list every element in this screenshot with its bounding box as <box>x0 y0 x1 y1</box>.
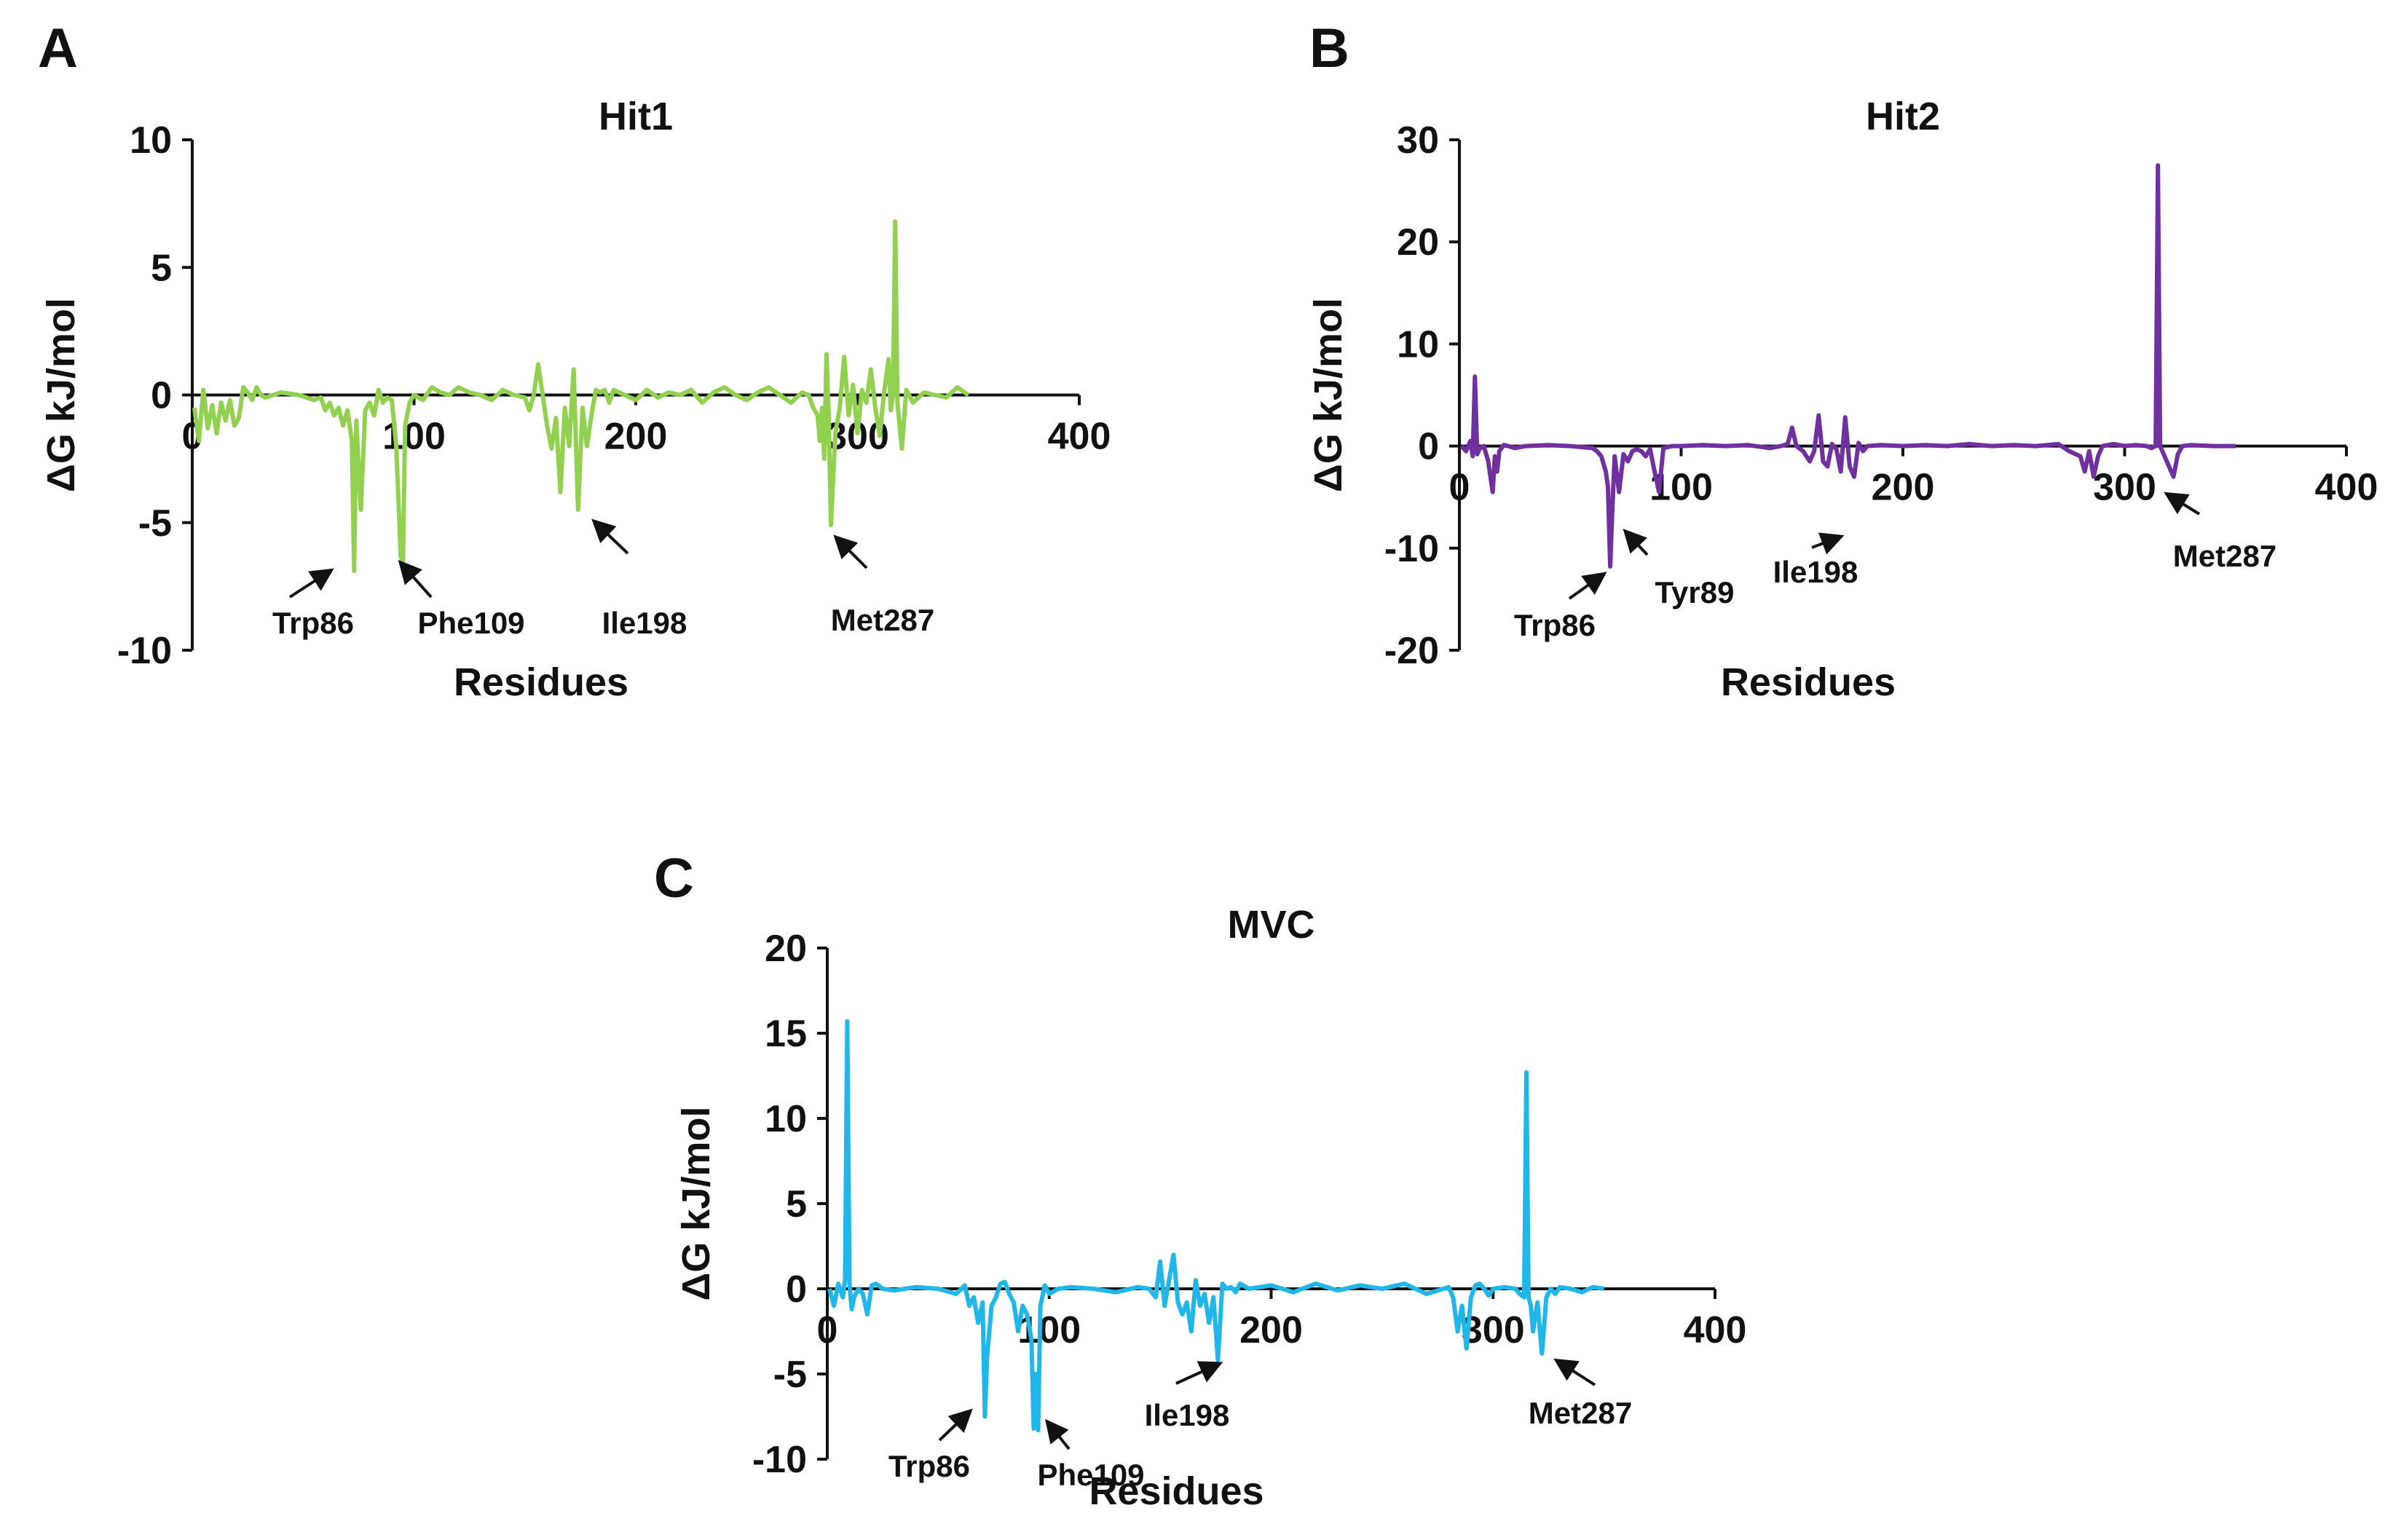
series-line <box>1459 163 2236 569</box>
y-tick-label: -5 <box>138 502 172 545</box>
annotation-label: Met287 <box>1529 1396 1632 1430</box>
y-tick-label: 20 <box>765 928 807 970</box>
x-tick-label: 400 <box>1048 416 1111 458</box>
annotation-arrow <box>288 568 334 599</box>
annotation-label: Ile198 <box>1773 555 1858 589</box>
annotation-label: Met287 <box>831 603 934 637</box>
chart-title: MVC <box>1228 903 1315 947</box>
y-tick-label: -5 <box>773 1354 807 1396</box>
y-axis-title: ΔG kJ/mol <box>39 298 83 492</box>
x-axis-title: Residues <box>1089 1469 1263 1513</box>
annotation-label: Trp86 <box>1514 608 1596 642</box>
panel-letter-b: B <box>1309 17 1349 79</box>
x-axis-title: Residues <box>1721 660 1896 704</box>
y-axis-title: ΔG kJ/mol <box>1306 298 1350 492</box>
y-tick-label: 20 <box>1397 221 1439 264</box>
series-line <box>827 1019 1605 1433</box>
y-tick-label: 5 <box>786 1183 807 1225</box>
y-axis-title: ΔG kJ/mol <box>674 1107 718 1301</box>
y-tick-label: 15 <box>765 1013 807 1055</box>
y-tick-label: 0 <box>786 1268 807 1311</box>
x-tick-label: 200 <box>1872 467 1935 509</box>
y-tick-label: 10 <box>765 1098 807 1140</box>
annotation-label: Trp86 <box>272 606 354 640</box>
y-tick-label: -10 <box>752 1439 807 1481</box>
annotation-arrow <box>1175 1361 1223 1385</box>
y-tick-label: 30 <box>1397 119 1439 162</box>
x-tick-label: 200 <box>604 416 668 458</box>
annotation-arrow <box>1811 532 1845 555</box>
annotation-arrow <box>1623 529 1649 556</box>
annotation-arrow <box>938 1408 973 1442</box>
chart-title: Hit2 <box>1866 95 1940 138</box>
annotation-arrow <box>833 534 868 569</box>
annotation-arrow <box>1045 1418 1071 1450</box>
x-tick-label: 0 <box>817 1309 838 1351</box>
y-tick-label: 10 <box>130 119 172 162</box>
x-tick-label: 200 <box>1239 1309 1303 1351</box>
y-tick-label: 5 <box>151 247 172 289</box>
annotation-arrow <box>2164 491 2201 516</box>
annotation-label: Ile198 <box>602 606 687 640</box>
annotation-label: Phe109 <box>417 606 524 640</box>
x-tick-label: 300 <box>1462 1309 1525 1351</box>
annotation-arrow <box>1568 572 1607 600</box>
y-tick-label: -10 <box>1384 528 1439 570</box>
y-tick-label: 0 <box>151 375 172 417</box>
y-tick-label: 10 <box>1397 323 1439 366</box>
panel-letter-a: A <box>38 17 78 79</box>
y-tick-label: -10 <box>117 630 172 672</box>
x-tick-label: 300 <box>2093 467 2156 509</box>
x-tick-label: 0 <box>1449 467 1470 509</box>
annotation-label: Trp86 <box>888 1449 970 1483</box>
annotation-label: Met287 <box>2173 539 2276 573</box>
y-tick-label: 0 <box>1418 426 1439 468</box>
annotation-label: Ile198 <box>1145 1398 1230 1432</box>
panel-letter-c: C <box>654 848 694 909</box>
x-tick-label: 400 <box>1684 1309 1747 1351</box>
annotation-label: Tyr89 <box>1655 575 1735 609</box>
annotation-arrow <box>591 518 629 555</box>
annotation-label: Phe109 <box>1037 1458 1144 1492</box>
annotation-arrow <box>398 560 433 599</box>
annotation-arrow <box>1553 1358 1596 1386</box>
x-axis-title: Residues <box>454 660 628 704</box>
series-line <box>192 219 970 574</box>
chart-title: Hit1 <box>599 95 673 138</box>
x-tick-label: 400 <box>2315 467 2378 509</box>
y-tick-label: -20 <box>1384 630 1439 672</box>
